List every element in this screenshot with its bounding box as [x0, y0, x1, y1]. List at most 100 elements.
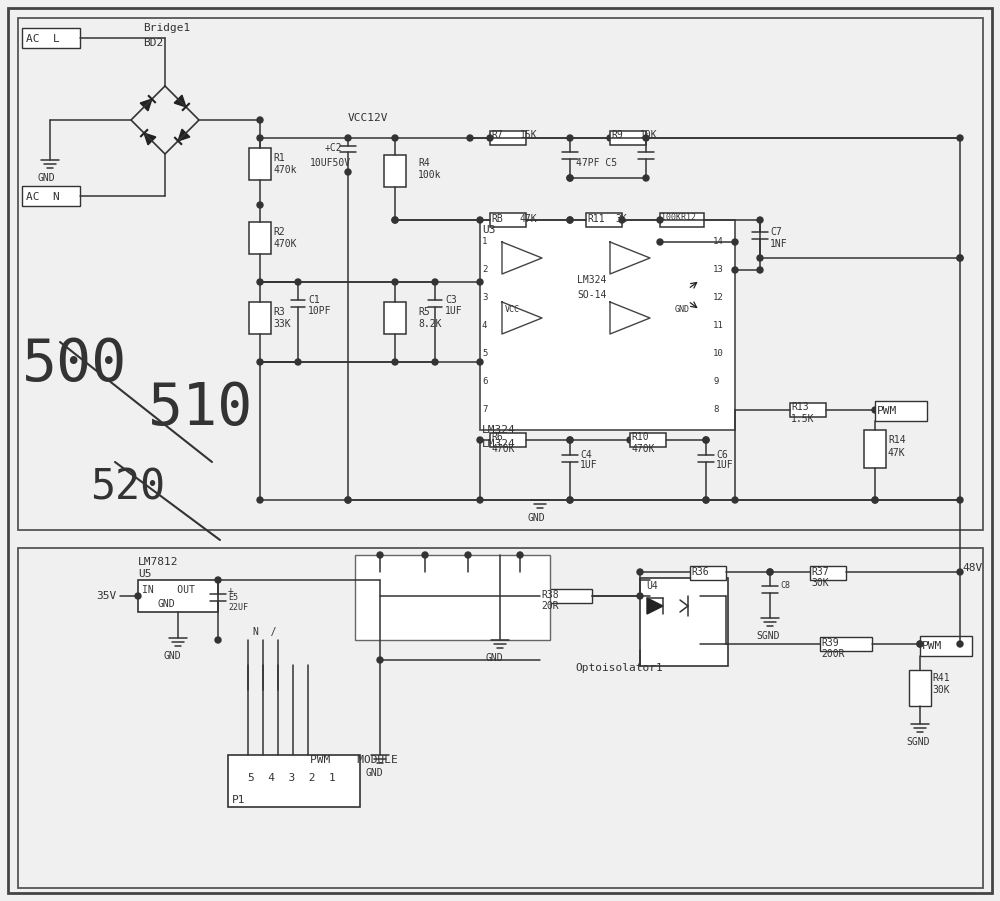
- Circle shape: [345, 497, 351, 503]
- Circle shape: [392, 279, 398, 285]
- Text: R4: R4: [418, 158, 430, 168]
- Text: 22UF: 22UF: [228, 603, 248, 612]
- Bar: [18, 548, 983, 888]
- Text: 47K: 47K: [888, 448, 906, 458]
- Circle shape: [732, 267, 738, 273]
- Text: 6: 6: [482, 378, 487, 387]
- Circle shape: [295, 279, 301, 285]
- Text: 15K: 15K: [520, 130, 538, 140]
- Bar: [228, 755, 360, 807]
- Text: 520: 520: [90, 467, 165, 509]
- Text: R1: R1: [273, 153, 285, 163]
- Text: GND: GND: [366, 768, 384, 778]
- Text: R38: R38: [541, 590, 559, 600]
- Text: 8.2K: 8.2K: [418, 319, 442, 329]
- Text: R41: R41: [932, 673, 950, 683]
- Circle shape: [257, 202, 263, 208]
- Circle shape: [957, 255, 963, 261]
- Bar: [249, 222, 271, 254]
- Text: 48V: 48V: [962, 563, 982, 573]
- Text: 14: 14: [713, 238, 724, 247]
- Circle shape: [767, 569, 773, 575]
- Text: 470K: 470K: [631, 444, 654, 454]
- Circle shape: [957, 641, 963, 647]
- Text: 1: 1: [482, 238, 487, 247]
- Circle shape: [567, 497, 573, 503]
- Bar: [690, 566, 726, 580]
- Bar: [490, 213, 526, 227]
- Circle shape: [392, 217, 398, 223]
- Circle shape: [377, 577, 383, 583]
- Circle shape: [757, 267, 763, 273]
- Text: R2: R2: [273, 227, 285, 237]
- Text: 8: 8: [713, 405, 718, 414]
- Circle shape: [957, 255, 963, 261]
- Text: 1.5K: 1.5K: [791, 414, 814, 424]
- Text: 12: 12: [713, 294, 724, 303]
- Circle shape: [917, 641, 923, 647]
- Polygon shape: [647, 598, 663, 614]
- Text: R6: R6: [491, 432, 503, 442]
- Text: 510: 510: [148, 379, 253, 436]
- Text: 2: 2: [482, 266, 487, 275]
- Bar: [22, 186, 80, 206]
- Text: LM7812: LM7812: [138, 557, 178, 567]
- Text: C3: C3: [445, 295, 457, 305]
- Circle shape: [567, 437, 573, 443]
- Text: R9: R9: [611, 130, 623, 140]
- Circle shape: [257, 117, 263, 123]
- Bar: [610, 131, 646, 145]
- Circle shape: [215, 577, 221, 583]
- Text: +: +: [228, 586, 234, 596]
- Bar: [586, 213, 622, 227]
- Circle shape: [392, 359, 398, 365]
- Circle shape: [872, 497, 878, 503]
- Text: 470K: 470K: [491, 444, 514, 454]
- Bar: [490, 433, 526, 447]
- Text: C8: C8: [780, 581, 790, 590]
- Circle shape: [477, 279, 483, 285]
- Text: R37: R37: [811, 567, 829, 577]
- Circle shape: [627, 437, 633, 443]
- Text: 10: 10: [713, 350, 724, 359]
- Text: 500: 500: [22, 336, 127, 394]
- Bar: [18, 18, 983, 530]
- Text: U5: U5: [138, 569, 152, 579]
- Text: AC  N: AC N: [26, 192, 60, 202]
- Circle shape: [392, 135, 398, 141]
- Text: 470k: 470k: [273, 165, 296, 175]
- Text: 33K: 33K: [273, 319, 291, 329]
- Circle shape: [517, 552, 523, 558]
- Text: 100k: 100k: [418, 170, 442, 180]
- Text: SGND: SGND: [756, 631, 780, 641]
- Text: SO-14: SO-14: [577, 290, 607, 300]
- Text: GND: GND: [38, 173, 56, 183]
- Text: R11: R11: [587, 214, 605, 224]
- Text: LM324: LM324: [482, 425, 516, 435]
- Bar: [630, 433, 666, 447]
- Circle shape: [732, 239, 738, 245]
- Circle shape: [567, 175, 573, 181]
- Circle shape: [257, 135, 263, 141]
- Text: VCC: VCC: [505, 305, 520, 314]
- Bar: [640, 578, 728, 666]
- Circle shape: [567, 175, 573, 181]
- Polygon shape: [178, 129, 190, 141]
- Bar: [864, 430, 886, 468]
- Circle shape: [377, 552, 383, 558]
- Circle shape: [757, 255, 763, 261]
- Text: 20R: 20R: [541, 601, 559, 611]
- Circle shape: [703, 437, 709, 443]
- Text: 47K: 47K: [520, 214, 538, 224]
- Text: GND: GND: [486, 653, 504, 663]
- Text: 35V: 35V: [96, 591, 116, 601]
- Circle shape: [257, 279, 263, 285]
- Bar: [540, 589, 592, 603]
- Text: 1UF: 1UF: [580, 460, 598, 470]
- Text: BD2: BD2: [143, 38, 163, 48]
- Text: 9: 9: [713, 378, 718, 387]
- Circle shape: [567, 497, 573, 503]
- Circle shape: [377, 657, 383, 663]
- Circle shape: [657, 239, 663, 245]
- Text: PWM    MODULE: PWM MODULE: [310, 755, 398, 765]
